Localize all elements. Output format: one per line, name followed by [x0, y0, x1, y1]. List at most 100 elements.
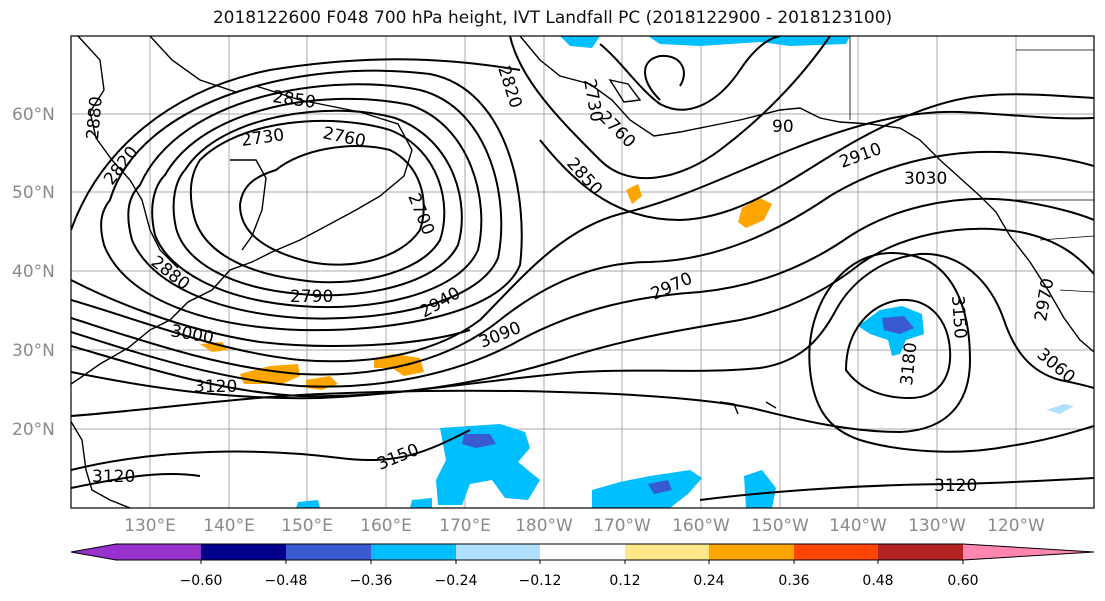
- colorbar-tick-label: 0.48: [862, 573, 893, 589]
- borders: [849, 36, 1094, 293]
- colorbar-segment: [456, 544, 540, 560]
- colorbar-outline: [70, 543, 1095, 561]
- lon-label: 130°W: [908, 516, 966, 536]
- contour-2970: [71, 150, 1094, 376]
- contour-2820: [127, 83, 503, 320]
- colorbar-segment: [794, 544, 878, 560]
- negative-anomaly-north: [648, 36, 850, 46]
- colorbar-tick-label: 0.36: [778, 573, 809, 589]
- contour-3120: [71, 252, 1094, 453]
- colorbar-segment: [878, 544, 963, 560]
- contour-northeast: [599, 36, 781, 111]
- contour-2850-ne: [509, 36, 831, 180]
- contour-label: 3120: [934, 476, 977, 496]
- colorbar-segment: [625, 544, 709, 560]
- colorbar-extend-low: [71, 544, 116, 560]
- positive-anomaly-a: [240, 364, 300, 384]
- colorbar-segment: [116, 544, 201, 560]
- contour-label: 2850: [271, 87, 317, 113]
- lat-label: 20°N: [12, 420, 55, 440]
- negative-anomaly-trop3: [744, 470, 776, 508]
- colorbar-tick-label: −0.60: [180, 573, 223, 589]
- contour-3030: [71, 227, 1094, 398]
- colorbar-segment: [709, 544, 794, 560]
- lon-label: 140°W: [829, 516, 887, 536]
- map-frame: [70, 35, 1095, 509]
- colorbar-segment: [286, 544, 371, 560]
- colorbar-extend-high: [963, 544, 1094, 560]
- contour-label: 2820: [493, 63, 525, 110]
- contour-label: 2880: [83, 96, 107, 141]
- contour-label: 3060: [1033, 345, 1079, 388]
- positive-anomaly-f: [626, 184, 642, 204]
- negative-anomaly-north2: [560, 36, 600, 48]
- colorbar-tick-label: 0.12: [609, 573, 640, 589]
- colorbar-tick-label: 0.60: [947, 573, 978, 589]
- lon-label: 140°E: [203, 516, 255, 536]
- contour-label: 2700: [403, 190, 438, 238]
- lon-label: 160°W: [672, 516, 730, 536]
- lon-label: 170°W: [593, 516, 651, 536]
- contour-3150: [71, 298, 952, 471]
- longitude-labels: 130°E 140°E 150°E 160°E 170°E 180°W 170°…: [124, 516, 1045, 536]
- negative-anomaly-east2: [1046, 404, 1074, 414]
- positive-anomaly-b: [306, 376, 338, 390]
- latitude-labels: 60°N 50°N 40°N 30°N 20°N: [12, 105, 55, 440]
- gridlines: [71, 36, 1094, 508]
- negative-anomaly-trop1-core: [462, 434, 496, 448]
- colorbar-tick-label: −0.24: [435, 573, 478, 589]
- lon-label: 180°W: [515, 516, 573, 536]
- colorbar-segment: [540, 544, 625, 560]
- contour-2700: [238, 145, 425, 266]
- colorbar: −0.60 −0.48 −0.36 −0.24 −0.12 0.12 0.24 0.36 0.4…: [70, 543, 1095, 589]
- contour-label: 3120: [92, 467, 135, 487]
- contour-label: 2730: [240, 125, 286, 151]
- lat-label: 60°N: [12, 105, 55, 125]
- colorbar-tick-label: −0.12: [519, 573, 562, 589]
- negative-anomaly-east-core: [882, 316, 914, 334]
- contour-label: 2970: [648, 269, 696, 305]
- contour-2850: [100, 69, 523, 332]
- contour-label: 3000: [169, 321, 215, 348]
- contour-2910: [539, 93, 1094, 222]
- colorbar-segment: [201, 544, 286, 560]
- contour-2940: [71, 110, 1094, 363]
- lat-label: 50°N: [12, 183, 55, 203]
- map-title: 2018122600 F048 700 hPa height, IVT Land…: [212, 8, 893, 28]
- contour-2880: [71, 58, 521, 347]
- contour-label: 3090: [476, 318, 524, 353]
- colorbar-tick-label: −0.36: [350, 573, 393, 589]
- contour-3120-south: [71, 472, 1094, 501]
- contour-label: 2910: [837, 139, 884, 173]
- positive-anomaly-e: [738, 198, 772, 228]
- contour-2730: [189, 119, 446, 284]
- contour-label: 2790: [290, 287, 333, 307]
- contour-label: 3180: [897, 341, 921, 386]
- contour-label: 3030: [904, 169, 947, 189]
- colorbar-tick-label: −0.48: [265, 573, 308, 589]
- coastlines: [71, 36, 1094, 508]
- lon-label: 120°W: [987, 516, 1045, 536]
- colorbar-tick-label: 0.24: [693, 573, 724, 589]
- lon-label: 130°E: [124, 516, 176, 536]
- contour-label: 2970: [1031, 277, 1058, 323]
- contour-label: 3150: [374, 440, 422, 475]
- contour-label: 90: [772, 117, 794, 137]
- height-contours: [71, 36, 1094, 501]
- ivt-shading: [200, 36, 1074, 508]
- lon-label: 170°E: [439, 516, 491, 536]
- contour-2790: [151, 97, 483, 309]
- contour-label: 3150: [947, 295, 970, 340]
- negative-anomaly-trop2: [592, 470, 702, 508]
- contour-2760: [172, 109, 463, 297]
- lon-label: 150°W: [751, 516, 809, 536]
- negative-anomaly-trop5: [410, 498, 432, 508]
- lat-label: 40°N: [12, 262, 55, 282]
- contour-3000: [71, 197, 1094, 388]
- lon-label: 160°E: [360, 516, 412, 536]
- lon-label: 150°E: [281, 516, 333, 536]
- positive-anomaly-c: [374, 354, 424, 376]
- lat-label: 30°N: [12, 341, 55, 361]
- negative-anomaly-trop1: [436, 424, 540, 505]
